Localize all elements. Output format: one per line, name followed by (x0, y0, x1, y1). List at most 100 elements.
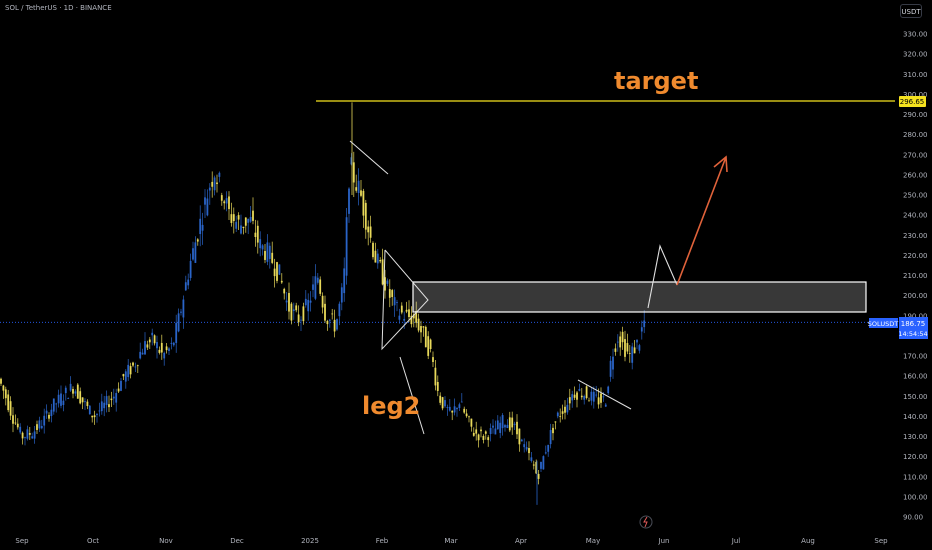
x-tick-label: Mar (444, 537, 457, 545)
candle-body (196, 239, 199, 242)
x-tick-label: Jul (731, 537, 741, 545)
candle-body (57, 394, 60, 404)
candle-body (72, 389, 74, 394)
candle-body (482, 435, 485, 440)
candle-body (144, 341, 146, 355)
candle-body (451, 410, 454, 413)
candle-body (566, 404, 569, 413)
candle-body (240, 225, 242, 234)
y-tick-label: 110.00 (903, 473, 928, 481)
candle-body (321, 295, 324, 308)
candle-body (122, 374, 125, 377)
candle-body (208, 187, 211, 191)
candle-body (511, 417, 514, 428)
candle-body (429, 339, 432, 349)
y-tick-label: 170.00 (903, 353, 928, 361)
candle-body (91, 415, 94, 418)
candle-body (489, 428, 492, 435)
candle-body (628, 353, 631, 354)
candle-body (2, 385, 5, 391)
candle-body (288, 293, 290, 312)
candle-body (542, 456, 545, 470)
candle-body (192, 248, 194, 260)
candle-body (223, 201, 226, 204)
candle-body (132, 362, 134, 366)
candle-body (48, 414, 50, 419)
projection-path (647, 244, 678, 309)
candle-body (492, 425, 494, 428)
candle-body (568, 397, 571, 404)
candle-body (352, 162, 355, 183)
candle-body (12, 415, 14, 424)
candle-body (163, 352, 166, 359)
candle-body (249, 216, 252, 222)
candle-body (120, 380, 122, 391)
candle-body (160, 342, 163, 353)
x-tick-label: Jun (658, 537, 670, 545)
candle-body (484, 431, 487, 434)
candle-body (477, 434, 480, 441)
candle-body (355, 187, 358, 191)
candle-body (578, 389, 581, 391)
x-tick-label: Sep (15, 537, 29, 545)
candle-body (151, 332, 154, 336)
x-tick-label: Nov (159, 537, 173, 545)
candle-body (129, 366, 132, 375)
y-tick-label: 290.00 (903, 111, 928, 119)
candle-body (487, 437, 490, 441)
candle-body (43, 415, 46, 426)
candle-body (525, 447, 528, 450)
candle-body (472, 432, 475, 436)
candle-body (256, 225, 259, 243)
candle-body (146, 344, 149, 348)
candle-body (67, 398, 70, 399)
candle-body (480, 429, 482, 432)
y-tick-label: 90.00 (903, 514, 923, 522)
candle-body (19, 426, 22, 433)
candle-body (328, 319, 331, 321)
candle-body (552, 427, 554, 434)
candle-body (247, 218, 250, 223)
candle-body (535, 462, 538, 474)
candle-body (98, 410, 101, 412)
candle-body (434, 367, 437, 386)
y-tick-label: 100.00 (903, 493, 928, 501)
y-tick-label: 150.00 (903, 393, 928, 401)
candle-body (124, 371, 127, 382)
candle-body (52, 398, 55, 412)
candle-body (470, 418, 473, 427)
last-price-label: 186.75 (901, 320, 926, 328)
candle-body (338, 303, 341, 317)
candle-body (381, 259, 384, 285)
candle-body (544, 452, 547, 454)
candle-body (444, 400, 446, 407)
candle-body (9, 401, 12, 416)
candle-body (182, 299, 185, 318)
candle-body (134, 366, 137, 368)
currency-button[interactable]: USDT (900, 4, 922, 18)
candle-body (60, 393, 62, 406)
candle-body (115, 392, 118, 403)
candle-body (244, 217, 247, 226)
y-tick-label: 200.00 (903, 292, 928, 300)
candle-body (264, 251, 266, 260)
candle-body (302, 306, 305, 322)
target-price-tag (899, 96, 926, 107)
candle-body (384, 277, 386, 291)
candle-body (242, 226, 245, 229)
candle-body (362, 190, 365, 216)
candle-body (364, 202, 367, 230)
candle-body (348, 188, 350, 214)
x-tick-label: Oct (87, 537, 99, 545)
candle-body (220, 195, 223, 201)
candle-body (501, 415, 504, 429)
candle-body (285, 300, 288, 303)
x-tick-label: Apr (515, 537, 527, 545)
candle-body (405, 309, 408, 312)
candle-body (324, 303, 326, 321)
candle-body (74, 391, 77, 394)
candle-body (396, 302, 398, 303)
chart-header: SOL / TetherUS · 1D · BINANCE (5, 4, 112, 12)
candle-body (31, 436, 34, 439)
